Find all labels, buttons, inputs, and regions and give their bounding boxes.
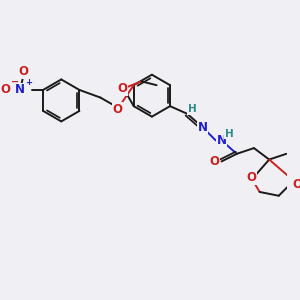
Text: O: O <box>210 155 220 168</box>
Text: −: − <box>11 77 19 87</box>
Text: N: N <box>217 134 226 147</box>
Text: O: O <box>293 178 300 191</box>
Text: O: O <box>18 65 28 78</box>
Text: O: O <box>246 171 256 184</box>
Text: N: N <box>15 83 25 96</box>
Text: H: H <box>225 129 233 139</box>
Text: N: N <box>197 121 208 134</box>
Text: H: H <box>188 104 196 114</box>
Text: O: O <box>117 82 127 95</box>
Text: O: O <box>0 83 10 96</box>
Text: O: O <box>112 103 123 116</box>
Text: +: + <box>25 78 32 87</box>
